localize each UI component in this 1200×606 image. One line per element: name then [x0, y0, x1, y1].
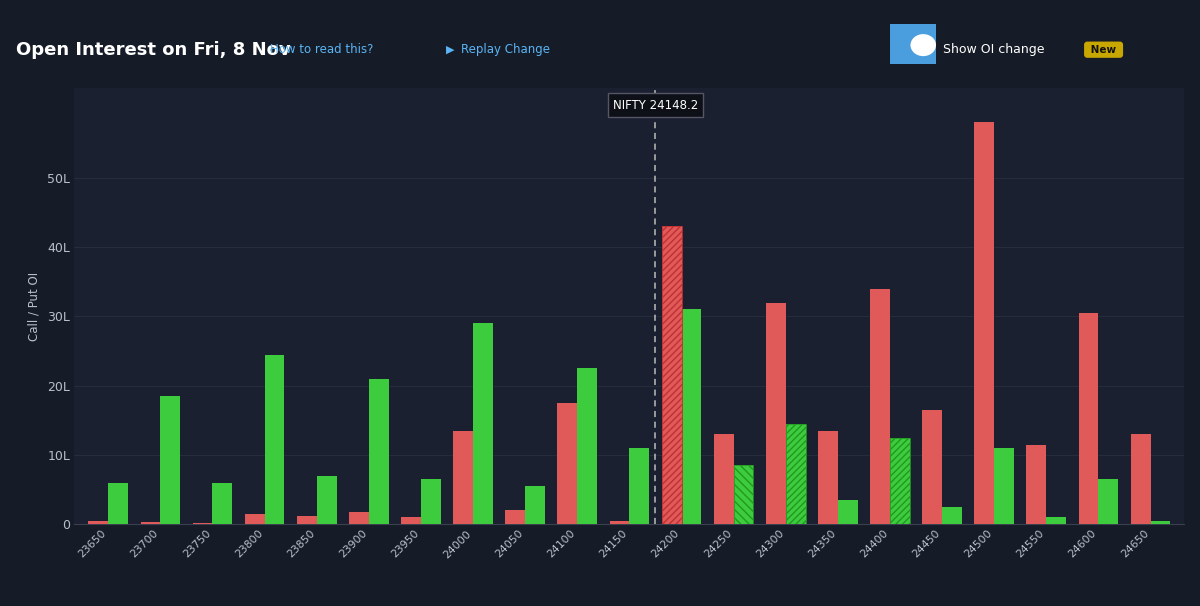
Bar	[890, 441, 910, 524]
Bar	[349, 511, 368, 524]
Bar	[245, 514, 265, 524]
Bar	[1079, 313, 1098, 524]
Bar	[401, 518, 421, 524]
Bar	[193, 523, 212, 524]
Text: New: New	[1087, 45, 1120, 55]
Bar	[265, 355, 284, 524]
Bar	[454, 431, 473, 524]
Bar	[161, 396, 180, 524]
Y-axis label: Call / Put OI: Call / Put OI	[28, 271, 41, 341]
Bar	[558, 403, 577, 524]
Text: Open Interest on Fri, 8 Nov: Open Interest on Fri, 8 Nov	[16, 41, 290, 59]
Bar	[733, 465, 754, 524]
Bar	[838, 500, 858, 524]
Bar	[661, 316, 682, 524]
Bar	[1098, 479, 1118, 524]
Bar	[526, 486, 545, 524]
Bar	[1130, 434, 1151, 524]
Circle shape	[911, 34, 936, 56]
Bar	[994, 448, 1014, 524]
Bar	[870, 288, 890, 524]
Bar	[368, 379, 389, 524]
Bar	[630, 448, 649, 524]
Bar	[714, 434, 733, 524]
Bar	[473, 324, 493, 524]
Bar	[577, 368, 598, 524]
Bar	[140, 522, 161, 524]
Bar	[818, 431, 838, 524]
Bar	[661, 227, 682, 524]
Bar	[108, 482, 128, 524]
Bar	[890, 438, 910, 524]
Bar	[923, 410, 942, 524]
Bar	[682, 310, 701, 524]
Bar	[505, 510, 526, 524]
FancyBboxPatch shape	[882, 23, 940, 67]
Bar	[733, 465, 754, 524]
Text: Show OI change: Show OI change	[943, 43, 1045, 56]
Bar	[786, 424, 805, 524]
Text: How to read this?: How to read this?	[270, 43, 373, 56]
Bar	[1026, 445, 1046, 524]
Bar	[212, 482, 233, 524]
Bar	[296, 516, 317, 524]
Bar	[610, 521, 630, 524]
Bar	[1046, 518, 1066, 524]
Bar	[421, 479, 440, 524]
Bar	[317, 476, 336, 524]
Bar	[733, 465, 754, 524]
Bar	[890, 438, 910, 524]
Text: Replay Change: Replay Change	[461, 43, 550, 56]
Bar	[974, 122, 994, 524]
Bar	[786, 424, 805, 524]
Bar	[766, 302, 786, 524]
Text: ▶: ▶	[446, 45, 455, 55]
Bar	[1151, 521, 1170, 524]
Bar	[89, 521, 108, 524]
Bar	[786, 424, 805, 524]
Bar	[661, 227, 682, 524]
Text: NIFTY 24148.2: NIFTY 24148.2	[613, 99, 698, 112]
Bar	[942, 507, 962, 524]
